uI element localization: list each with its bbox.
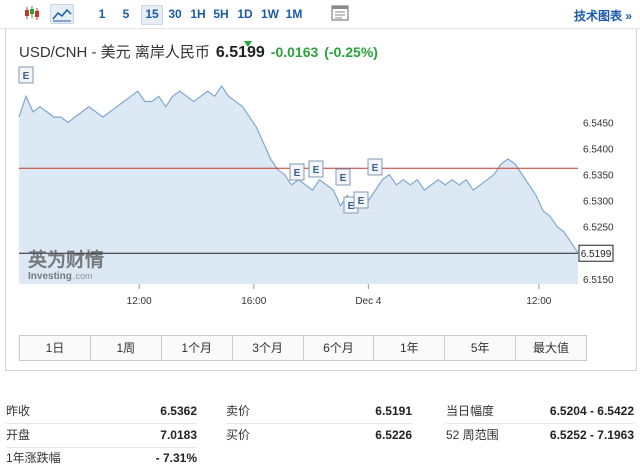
interval-1[interactable]: 1	[98, 7, 106, 21]
stat-label: 52 周范围	[446, 428, 499, 442]
price-area	[19, 85, 578, 285]
x-tick-label: 12:00	[127, 296, 152, 307]
stat-label: 开盘	[6, 428, 31, 442]
range-1m[interactable]: 1个月	[161, 336, 233, 360]
event-marker-label: E	[372, 163, 379, 174]
event-marker-label: E	[358, 196, 365, 207]
stat-label: 昨收	[6, 404, 31, 418]
stat-bid: 卖价 6.5191	[226, 400, 412, 422]
technical-chart-link[interactable]: 技术图表 »	[573, 9, 632, 23]
event-marker-label: E	[294, 168, 301, 179]
event-marker-label: E	[313, 165, 320, 176]
interval-15[interactable]: 15	[141, 5, 163, 25]
area-chart-icon[interactable]	[50, 4, 74, 24]
current-price-tag	[578, 244, 614, 262]
interval-1h[interactable]: 1H	[190, 7, 206, 21]
divider	[226, 423, 412, 424]
y-tick-label: 6.5450	[583, 118, 614, 129]
price-change: -0.0163	[270, 44, 319, 60]
pair-name: USD/CNH - 美元 离岸人民币	[19, 44, 210, 61]
watermark-logo-cn: 英为财情	[28, 248, 104, 271]
x-tick-label: 12:00	[526, 296, 551, 307]
interval-5h[interactable]: 5H	[213, 7, 229, 21]
stat-value: 7.0183	[160, 428, 197, 442]
event-marker	[335, 168, 351, 186]
divider	[6, 447, 197, 448]
range-3m[interactable]: 3个月	[232, 336, 304, 360]
x-tick-label: Dec 4	[355, 296, 382, 307]
current-price: 6.5199	[215, 44, 265, 61]
current-price-label: 6.5199	[581, 249, 612, 260]
stat-value: 6.5204 - 6.5422	[549, 404, 634, 418]
stat-value: 6.5191	[375, 404, 412, 418]
watermark-logo-en: Investing	[28, 271, 72, 282]
event-marker	[308, 160, 324, 178]
stat-open: 开盘 7.0183	[6, 424, 197, 446]
y-tick-label: 6.5400	[583, 144, 614, 155]
quote-header: USD/CNH - 美元 离岸人民币 6.5199 -0.0163 (-0.25%)	[19, 41, 378, 62]
price-change-percent: (-0.25%)	[324, 44, 378, 60]
range-5y[interactable]: 5年	[445, 336, 517, 360]
watermark-logo-suffix: .com	[73, 271, 93, 281]
interval-30[interactable]: 30	[168, 7, 182, 21]
event-marker-label: E	[340, 173, 347, 184]
stat-value: 6.5362	[160, 404, 197, 418]
range-6m[interactable]: 6个月	[303, 336, 375, 360]
down-arrow-icon	[244, 41, 252, 47]
event-marker	[18, 66, 34, 84]
candlestick-icon[interactable]	[22, 4, 42, 22]
interval-5[interactable]: 5	[122, 7, 130, 21]
x-tick-label: 16:00	[241, 296, 266, 307]
stat-label: 1年涨跌幅	[6, 451, 61, 465]
divider	[6, 423, 197, 424]
stat-day-range: 当日幅度 6.5204 - 6.5422	[446, 400, 634, 422]
event-marker	[353, 191, 369, 209]
y-tick-label: 6.5250	[583, 223, 614, 234]
range-1d[interactable]: 1日	[20, 336, 91, 360]
event-marker	[289, 163, 305, 181]
y-tick-label: 6.5300	[583, 197, 614, 208]
stat-label: 当日幅度	[446, 404, 495, 418]
stat-value: - 7.31%	[155, 451, 197, 465]
event-marker-label: E	[23, 71, 30, 82]
y-tick-label: 6.5150	[583, 275, 614, 286]
stat-ask: 买价 6.5226	[226, 424, 412, 446]
range-max[interactable]: 最大值	[516, 336, 586, 360]
interval-1m[interactable]: 1M	[285, 7, 303, 21]
range-1w[interactable]: 1周	[90, 336, 162, 360]
event-marker-label: E	[348, 201, 355, 212]
settings-panel-icon[interactable]	[330, 4, 350, 22]
price-chart[interactable]: 6.5199 6.5450 6.5400 6.5350 6.5300 6.5250 6.51…	[6, 29, 636, 329]
event-marker	[367, 158, 383, 176]
stat-year-change: 1年涨跌幅 - 7.31%	[6, 447, 197, 469]
divider	[446, 423, 634, 424]
y-tick-label: 6.5350	[583, 171, 614, 182]
stat-label: 卖价	[226, 404, 251, 418]
stat-label: 买价	[226, 428, 251, 442]
stat-value: 6.5226	[375, 428, 412, 442]
range-1y[interactable]: 1年	[374, 336, 446, 360]
interval-1w[interactable]: 1W	[261, 7, 279, 21]
stat-value: 6.5252 - 7.1963	[549, 428, 634, 442]
chart-toolbar: 1 5 15 30 1H 5H 1D 1W 1M 技术图表 »	[0, 0, 640, 29]
chart-panel: USD/CNH - 美元 离岸人民币 6.5199 -0.0163 (-0.25%) …	[5, 29, 637, 371]
stat-prev-close: 昨收 6.5362	[6, 400, 197, 422]
interval-1d[interactable]: 1D	[237, 7, 253, 21]
range-selector: 1日 1周 1个月 3个月 6个月 1年 5年 最大值	[19, 335, 587, 361]
stat-52-week-range: 52 周范围 6.5252 - 7.1963	[446, 424, 634, 446]
